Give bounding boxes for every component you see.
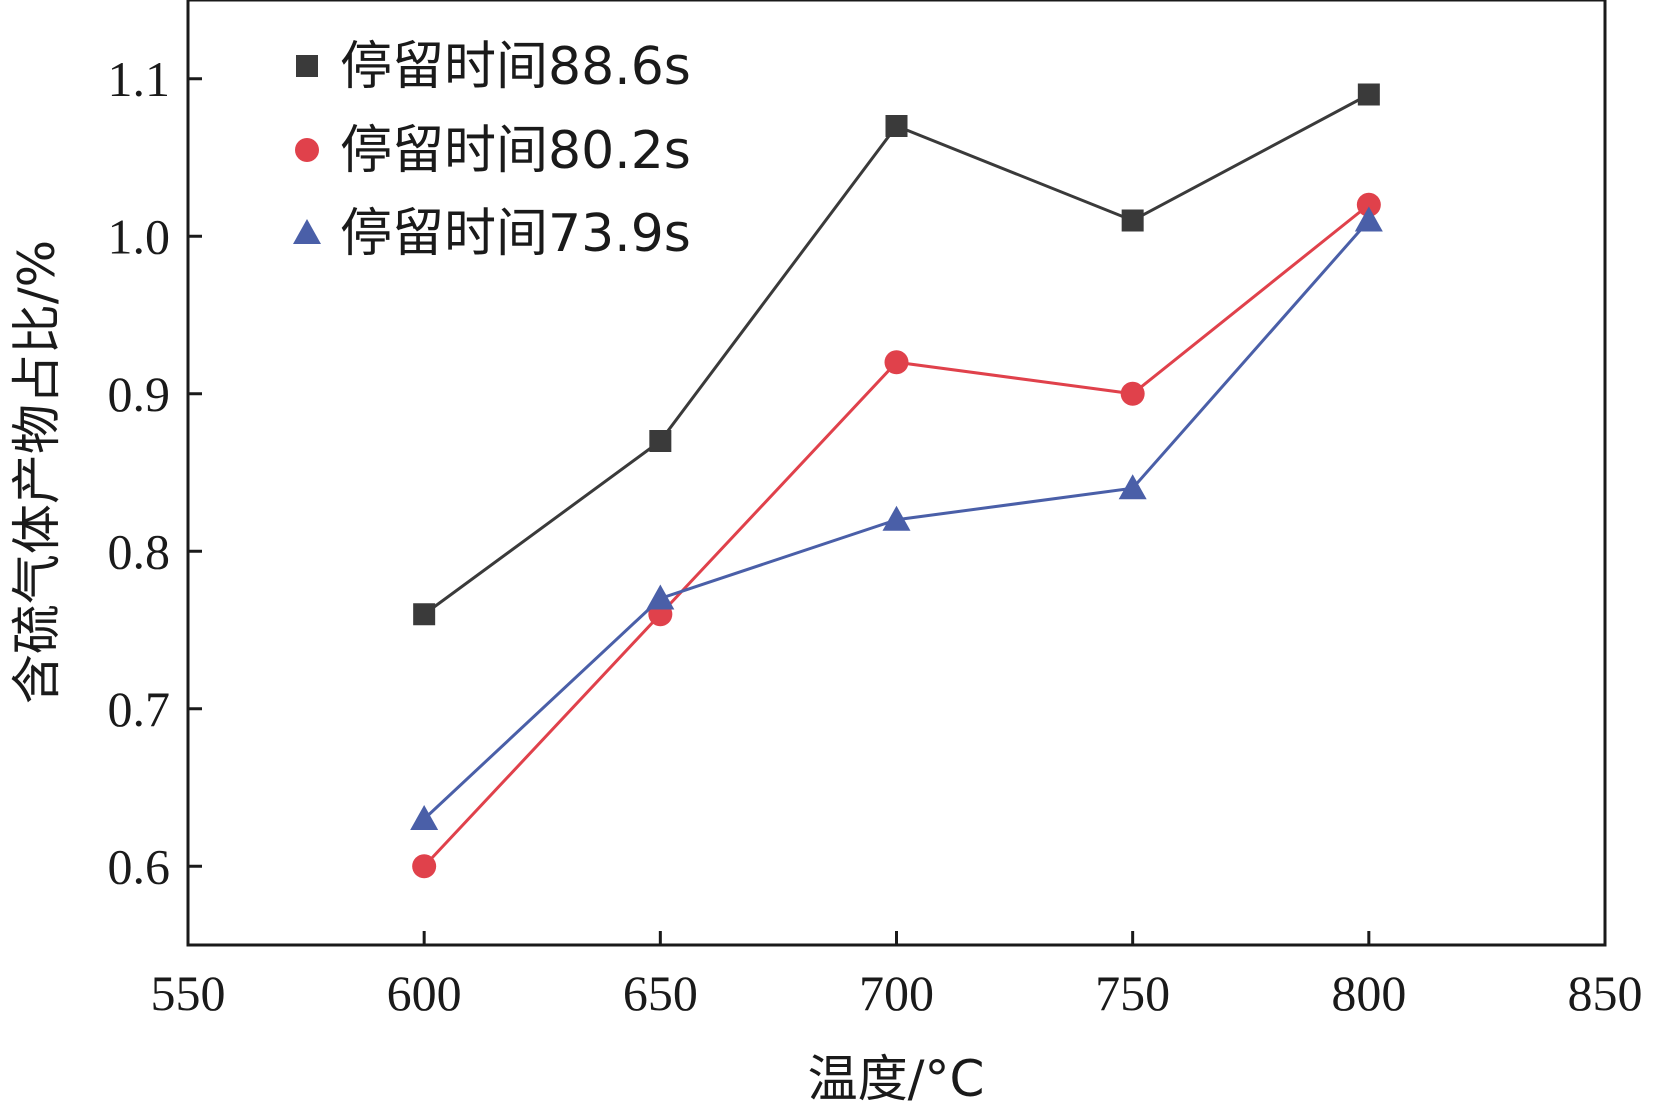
- data-point: [1121, 209, 1144, 232]
- series-line: [423, 203, 1370, 868]
- legend-label: 停留时间88.6s: [340, 37, 691, 97]
- legend: 停留时间88.6s 停留时间80.2s 停留时间73.9s: [293, 37, 691, 264]
- y-tick-label: 0.7: [108, 681, 171, 737]
- data-point: [410, 805, 439, 830]
- legend-marker: [296, 55, 318, 77]
- x-tick-label: 700: [859, 965, 934, 1021]
- y-tick-label: 1.1: [108, 51, 171, 107]
- data-point: [1118, 474, 1147, 500]
- series-circle: [412, 192, 1381, 879]
- x-tick-label: 550: [151, 965, 226, 1021]
- data-point: [885, 115, 908, 137]
- data-point: [882, 505, 911, 531]
- x-axis: 550 600 650 700 750 800 850: [151, 931, 1643, 1021]
- y-tick-label: 0.9: [108, 366, 171, 422]
- legend-label: 停留时间73.9s: [340, 204, 691, 264]
- series-triangle: [410, 206, 1383, 830]
- x-tick-label: 600: [387, 965, 462, 1021]
- data-point: [412, 854, 437, 879]
- series-layer: [410, 83, 1383, 879]
- data-point: [413, 603, 436, 626]
- x-tick-label: 850: [1568, 965, 1643, 1021]
- x-tick-label: 800: [1331, 965, 1406, 1021]
- x-axis-label: 温度/°C: [808, 1050, 985, 1107]
- data-point: [1357, 83, 1380, 106]
- y-tick-label: 0.6: [108, 838, 171, 894]
- legend-marker: [293, 219, 321, 244]
- data-point: [649, 430, 672, 452]
- series-square: [413, 83, 1380, 626]
- data-point: [1120, 381, 1145, 406]
- data-point: [646, 584, 675, 610]
- data-point: [1356, 192, 1381, 217]
- y-tick-label: 0.8: [108, 523, 171, 579]
- x-tick-label: 650: [623, 965, 698, 1021]
- legend-label: 停留时间80.2s: [340, 121, 691, 181]
- y-axis-label: 含硫气体产物占比/%: [8, 240, 66, 704]
- y-axis: 0.6 0.7 0.8 0.9 1.0 1.1: [108, 51, 202, 894]
- legend-marker: [295, 138, 319, 162]
- y-tick-label: 1.0: [108, 208, 171, 264]
- x-tick-label: 750: [1095, 965, 1170, 1021]
- data-point: [1354, 206, 1383, 232]
- data-point: [884, 350, 909, 375]
